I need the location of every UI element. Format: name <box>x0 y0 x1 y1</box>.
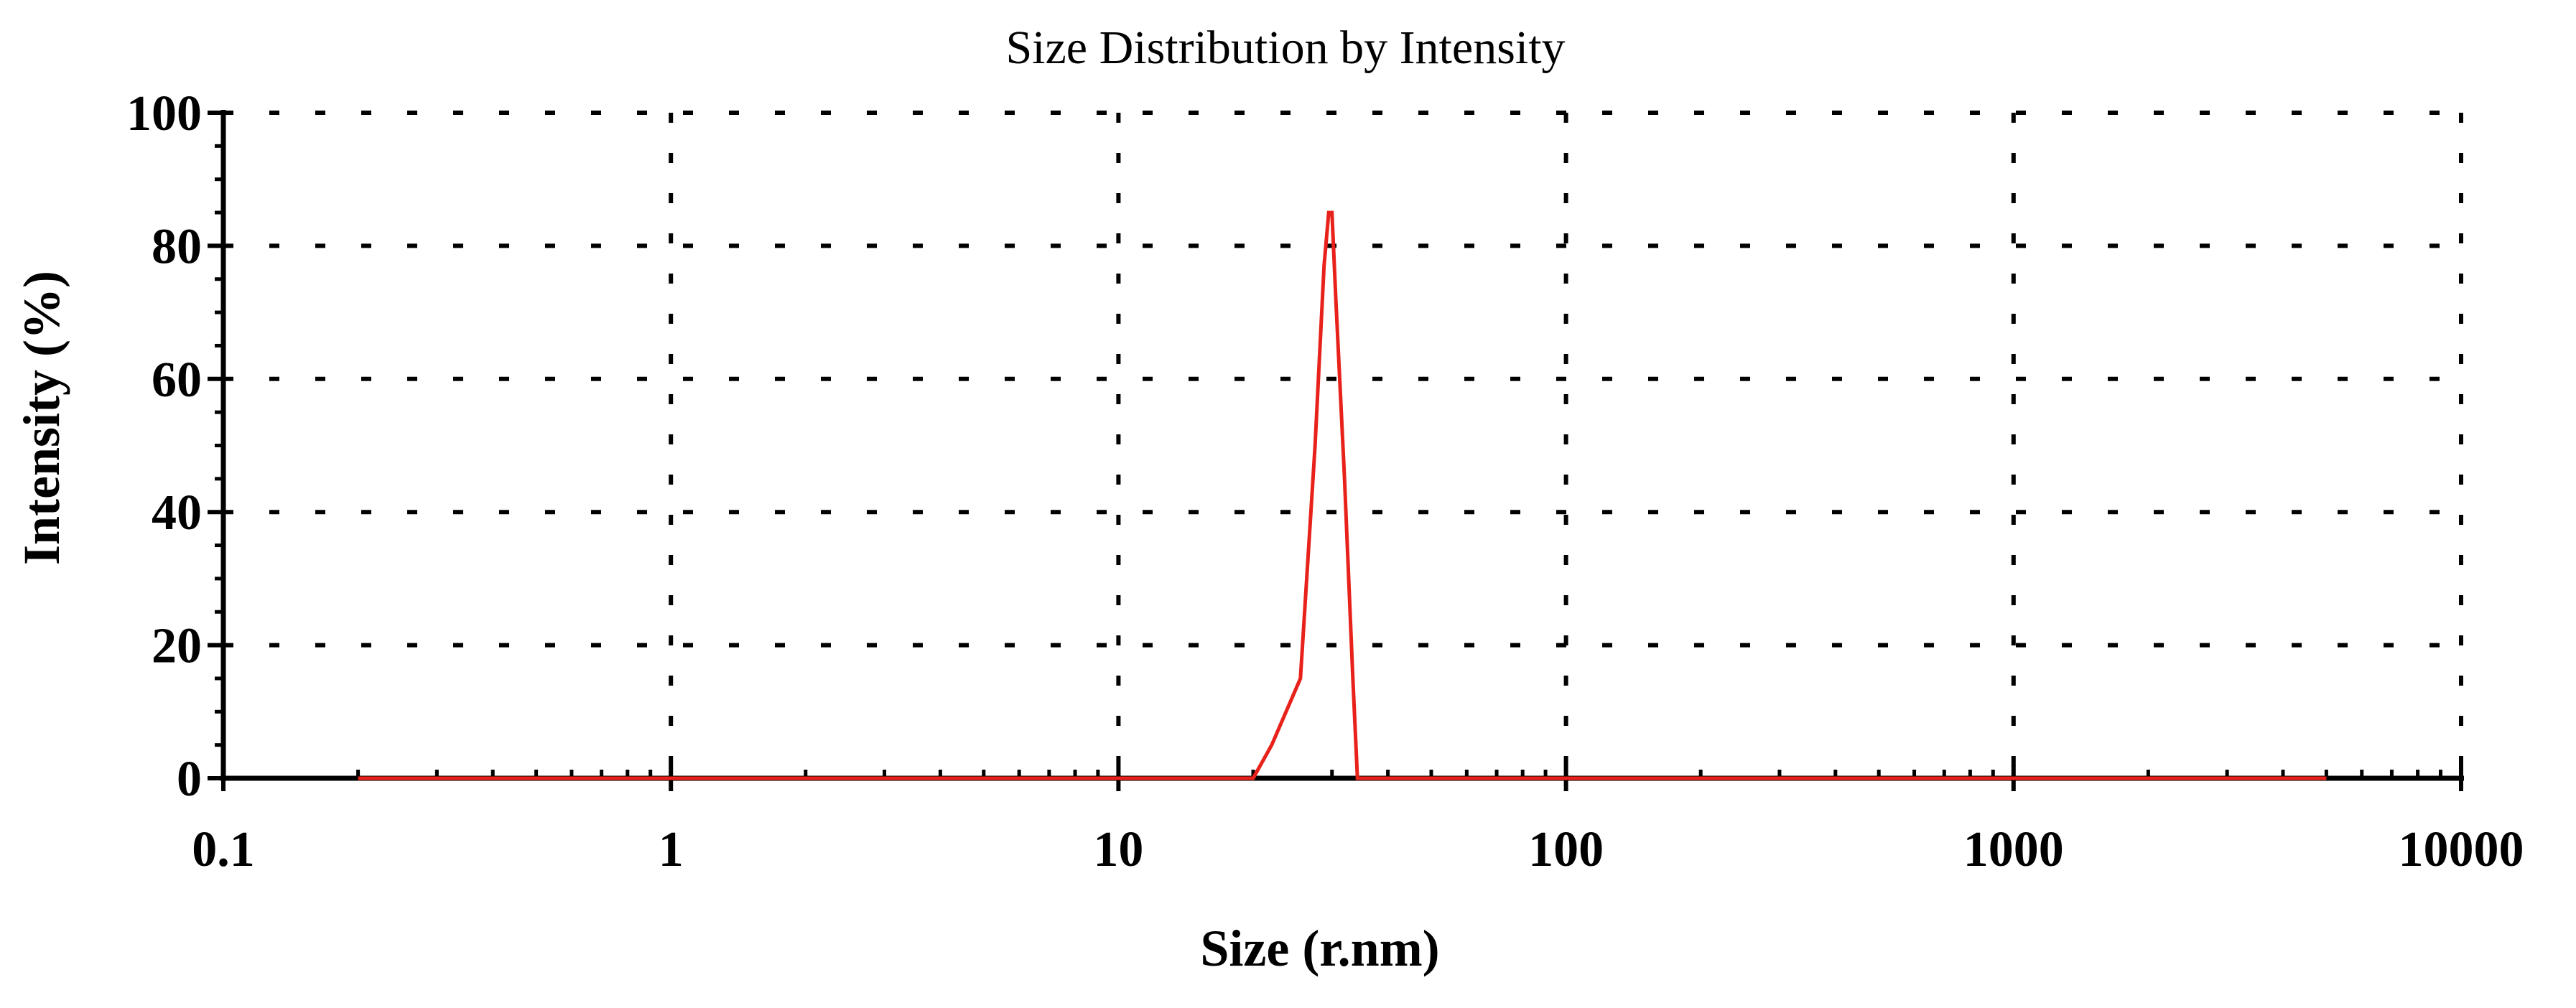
y-tick-label: 60 <box>152 353 202 408</box>
y-tick-label: 20 <box>152 619 202 674</box>
chart-title: Size Distribution by Intensity <box>1005 22 1565 74</box>
y-axis-label: Intensity (%) <box>13 271 70 565</box>
x-tick-label: 0.1 <box>192 822 255 877</box>
y-tick-label: 80 <box>152 219 202 274</box>
x-tick-label: 10000 <box>2399 822 2524 877</box>
x-tick-label: 10 <box>1093 822 1143 877</box>
y-tick-labels: 0 20 40 60 80 100 <box>126 86 202 807</box>
x-tick-label: 1000 <box>1963 822 2064 877</box>
x-tick-label: 100 <box>1528 822 1604 877</box>
x-axis-label: Size (r.nm) <box>1200 920 1439 977</box>
y-tick-label: 0 <box>177 752 202 807</box>
series-group <box>358 210 2327 780</box>
y-tick-label: 100 <box>126 86 202 141</box>
series-line <box>358 210 2327 780</box>
x-tick-labels: 0.1 1 10 100 1000 10000 <box>192 822 2524 877</box>
axes <box>208 110 2464 791</box>
y-tick-label: 40 <box>152 485 202 541</box>
grid <box>223 111 2463 778</box>
x-tick-label: 1 <box>659 822 684 877</box>
